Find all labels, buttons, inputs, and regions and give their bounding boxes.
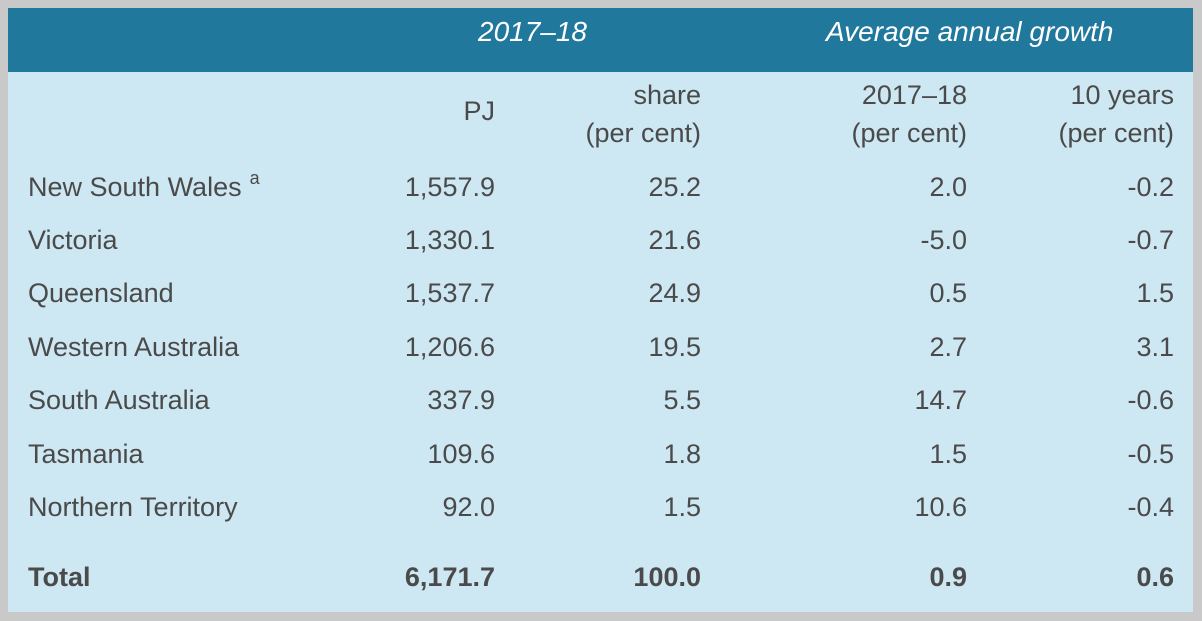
table-cell-share: 1.8: [663, 439, 701, 469]
table-cell-share: 19.5: [648, 332, 701, 362]
table-cell-pj: 1,557.9: [404, 172, 495, 202]
table-cell-share: 5.5: [663, 385, 701, 415]
row-label-victoria: Victoria: [28, 225, 118, 255]
energy-table: 2017–18 Average annual growth PJ share (…: [8, 8, 1193, 612]
table-cell-growth-2017-18: 2.0: [929, 172, 967, 202]
column-header-growth-2017-18-line1: 2017–18: [861, 80, 967, 110]
table-cell-growth-10-years: 1.5: [1136, 278, 1174, 308]
table-cell-pj: 92.0: [442, 492, 495, 522]
table-cell-growth-10-years: -0.2: [1127, 172, 1174, 202]
column-header-growth-10-years-line1: 10 years: [1070, 80, 1174, 110]
table-cell-growth-2017-18: -5.0: [920, 225, 967, 255]
column-header-pj: PJ: [463, 96, 495, 126]
table-cell-pj: 1,330.1: [404, 225, 495, 255]
table-cell-pj: 1,537.7: [404, 278, 495, 308]
group-header-2017-18: 2017–18: [478, 16, 588, 47]
row-label-south-australia: South Australia: [28, 385, 210, 415]
footnote-marker: a: [249, 168, 260, 188]
column-header-share-line1: share: [633, 80, 701, 110]
group-header-average-annual-growth: Average annual growth: [826, 16, 1114, 47]
total-cell-growth-2017-18: 0.9: [929, 562, 967, 592]
table-cell-pj: 337.9: [427, 385, 495, 415]
total-cell-pj: 6,171.7: [404, 562, 495, 592]
column-header-share-line2: (per cent): [585, 118, 701, 148]
row-label-new-south-wales: New South Wales a: [28, 168, 260, 203]
column-header-growth-2017-18-line2: (per cent): [851, 118, 967, 148]
table-cell-growth-2017-18: 14.7: [914, 385, 967, 415]
row-label-tasmania: Tasmania: [28, 439, 144, 469]
table-cell-share: 24.9: [648, 278, 701, 308]
row-label-total: Total: [28, 562, 91, 592]
table-cell-growth-2017-18: 2.7: [929, 332, 967, 362]
table-cell-growth-10-years: -0.7: [1127, 225, 1174, 255]
table-cell-share: 21.6: [648, 225, 701, 255]
table-cell-pj: 1,206.6: [404, 332, 495, 362]
table-cell-share: 1.5: [663, 492, 701, 522]
table-cell-growth-10-years: -0.5: [1127, 439, 1174, 469]
table-cell-growth-2017-18: 0.5: [929, 278, 967, 308]
total-cell-growth-10-years: 0.6: [1136, 562, 1174, 592]
table-cell-growth-10-years: -0.6: [1127, 385, 1174, 415]
total-cell-share: 100.0: [633, 562, 701, 592]
column-header-growth-10-years-line2: (per cent): [1058, 118, 1174, 148]
state-name: New South Wales: [28, 172, 242, 202]
table-cell-growth-2017-18: 10.6: [914, 492, 967, 522]
table-cell-share: 25.2: [648, 172, 701, 202]
table-cell-growth-10-years: -0.4: [1127, 492, 1174, 522]
row-label-queensland: Queensland: [28, 278, 174, 308]
row-label-northern-territory: Northern Territory: [28, 492, 238, 522]
table-cell-growth-2017-18: 1.5: [929, 439, 967, 469]
table-cell-pj: 109.6: [427, 439, 495, 469]
table-cell-growth-10-years: 3.1: [1136, 332, 1174, 362]
table-header-band: 2017–18 Average annual growth: [8, 8, 1193, 72]
row-label-western-australia: Western Australia: [28, 332, 240, 362]
